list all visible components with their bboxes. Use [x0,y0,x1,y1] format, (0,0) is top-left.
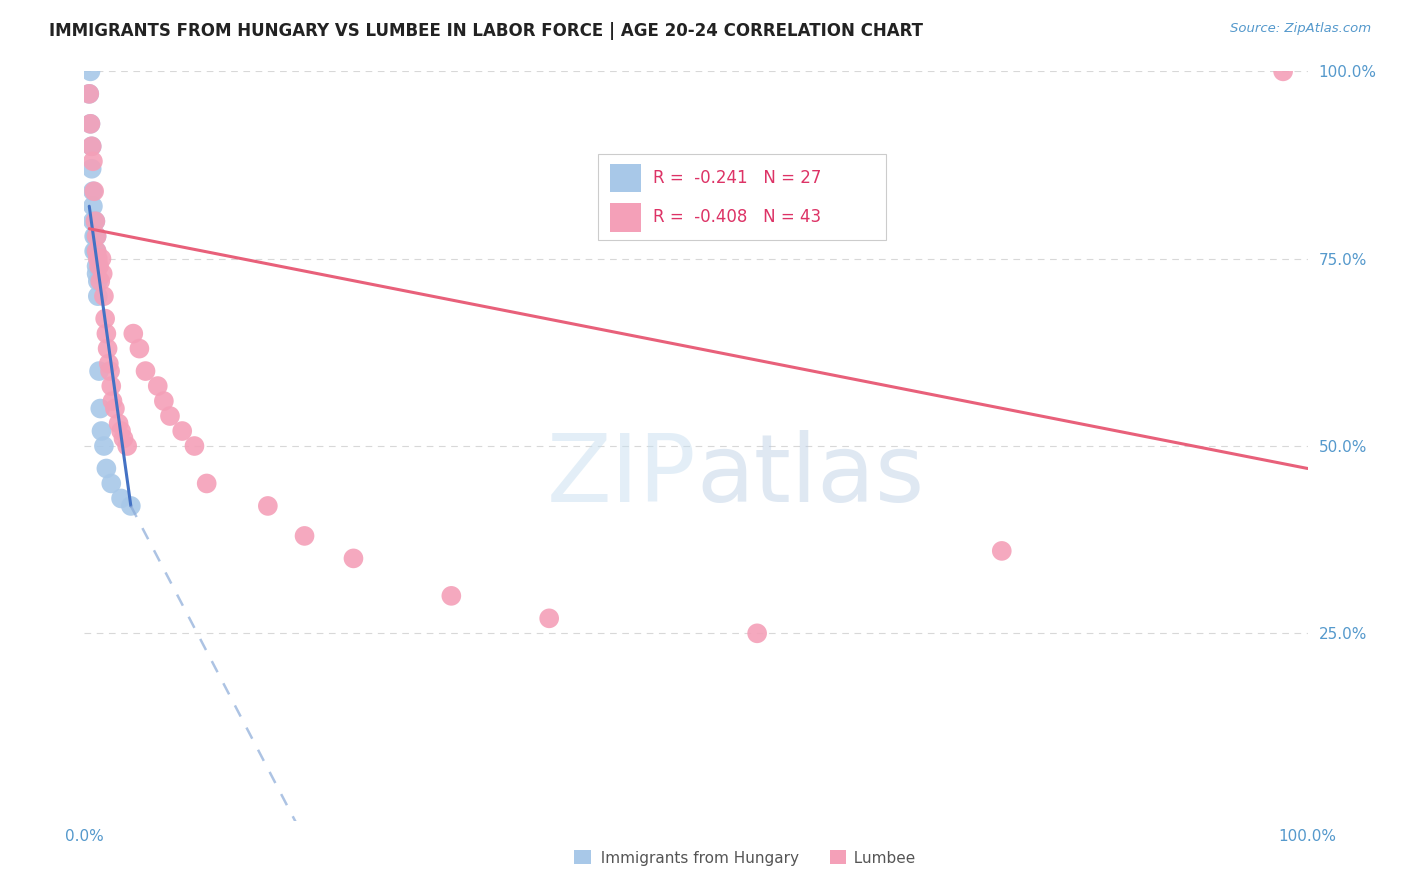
FancyBboxPatch shape [610,163,641,192]
Point [100,476,122,491]
Point [115,439,138,453]
Point [84,244,107,259]
Point [110,491,132,506]
Point [747,626,769,640]
Point [342,551,364,566]
Point [86,229,108,244]
Point [86,259,108,273]
Point [82,199,104,213]
Point [172,424,194,438]
Point [153,394,176,409]
Point [80,139,103,153]
Point [84,214,107,228]
Point [86,244,108,259]
Point [83,229,105,244]
Point [89,401,111,416]
Text: R =  -0.241   N = 27: R = -0.241 N = 27 [654,169,821,186]
Point [101,394,124,409]
Point [104,401,127,416]
Point [83,244,105,259]
Point [91,267,114,281]
Text: Lumbee: Lumbee [844,851,915,865]
Point [79,117,101,131]
Text: Source: ZipAtlas.com: Source: ZipAtlas.com [1230,22,1371,36]
Text: ZIP: ZIP [547,430,696,522]
Point [89,274,111,288]
Point [82,154,104,169]
Point [87,274,110,288]
Point [86,229,108,244]
Point [90,424,112,438]
Point [538,611,561,625]
Point [80,161,103,176]
Point [159,409,181,423]
Point [86,267,108,281]
Point [107,417,129,431]
Point [79,64,101,78]
Point [97,342,120,356]
FancyBboxPatch shape [574,850,591,864]
Point [86,244,108,259]
Point [146,379,169,393]
Point [87,252,110,266]
Point [77,87,100,101]
Point [87,289,110,303]
Point [87,259,110,273]
Point [294,529,316,543]
Point [96,461,118,475]
Point [440,589,463,603]
Point [79,117,101,131]
Point [1272,64,1295,78]
Point [97,357,120,371]
Point [77,87,100,101]
Point [80,139,103,153]
Point [93,289,115,303]
Point [100,379,122,393]
Text: IMMIGRANTS FROM HUNGARY VS LUMBEE IN LABOR FORCE | AGE 20-24 CORRELATION CHART: IMMIGRANTS FROM HUNGARY VS LUMBEE IN LAB… [49,22,924,40]
Point [120,499,142,513]
Point [84,214,107,228]
Text: R =  -0.408   N = 43: R = -0.408 N = 43 [654,209,821,227]
Point [94,311,117,326]
FancyBboxPatch shape [830,850,846,864]
Point [991,544,1014,558]
Point [84,229,107,244]
Point [82,214,104,228]
FancyBboxPatch shape [598,153,886,240]
Text: Immigrants from Hungary: Immigrants from Hungary [591,851,799,865]
Point [83,184,105,198]
Point [183,439,205,453]
Point [112,432,135,446]
Point [98,364,121,378]
Text: atlas: atlas [696,430,924,522]
Point [135,364,157,378]
Point [87,364,110,378]
Point [90,252,112,266]
Point [93,439,115,453]
Point [128,342,150,356]
Point [122,326,145,341]
FancyBboxPatch shape [610,203,641,232]
Point [257,499,280,513]
Point [82,184,104,198]
Point [195,476,218,491]
Point [110,424,132,438]
Point [96,326,118,341]
